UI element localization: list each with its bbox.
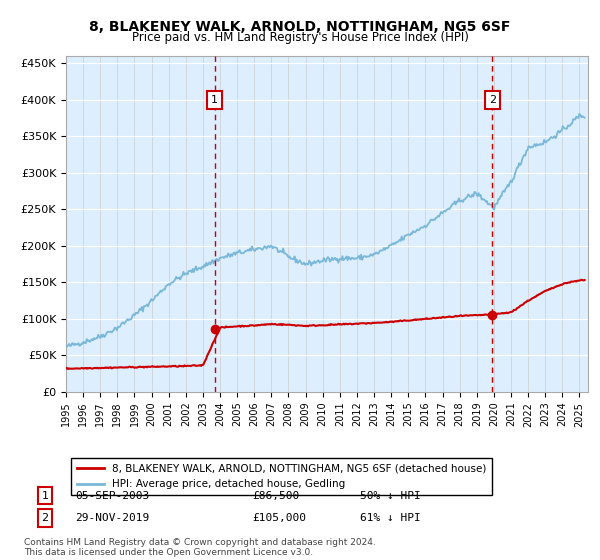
Text: 29-NOV-2019: 29-NOV-2019	[75, 513, 149, 523]
Text: Contains HM Land Registry data © Crown copyright and database right 2024.
This d: Contains HM Land Registry data © Crown c…	[24, 538, 376, 557]
Text: 1: 1	[211, 95, 218, 105]
Text: 61% ↓ HPI: 61% ↓ HPI	[360, 513, 421, 523]
Text: 8, BLAKENEY WALK, ARNOLD, NOTTINGHAM, NG5 6SF: 8, BLAKENEY WALK, ARNOLD, NOTTINGHAM, NG…	[89, 20, 511, 34]
Text: 2: 2	[41, 513, 49, 523]
Text: Price paid vs. HM Land Registry's House Price Index (HPI): Price paid vs. HM Land Registry's House …	[131, 31, 469, 44]
Text: £105,000: £105,000	[252, 513, 306, 523]
Text: £86,500: £86,500	[252, 491, 299, 501]
Text: 2: 2	[489, 95, 496, 105]
Text: 50% ↓ HPI: 50% ↓ HPI	[360, 491, 421, 501]
Text: 1: 1	[41, 491, 49, 501]
Legend: 8, BLAKENEY WALK, ARNOLD, NOTTINGHAM, NG5 6SF (detached house), HPI: Average pri: 8, BLAKENEY WALK, ARNOLD, NOTTINGHAM, NG…	[71, 458, 493, 496]
Text: 05-SEP-2003: 05-SEP-2003	[75, 491, 149, 501]
